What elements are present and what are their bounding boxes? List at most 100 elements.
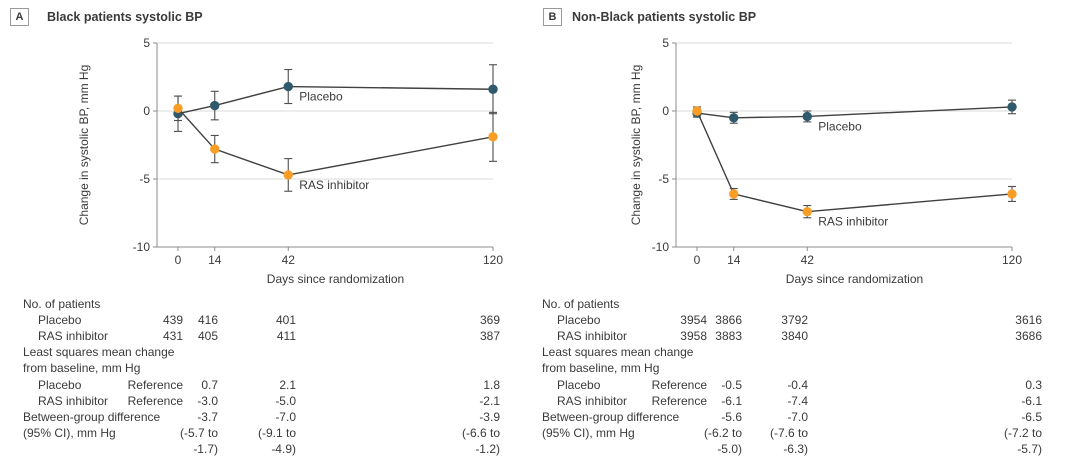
panel-b-title: Non-Black patients systolic BP <box>572 10 757 24</box>
y-tick-label: 5 <box>143 36 150 50</box>
table-row: Placebo 439 416 401 369 <box>0 312 540 328</box>
table-row: Between-group difference -3.7 -7.0 -3.9 <box>0 409 540 425</box>
table-cell: 3883 <box>715 329 742 344</box>
y-tick-label: 5 <box>662 36 669 50</box>
x-tick-label: 14 <box>727 253 741 267</box>
table-cell: -2.1 <box>479 393 500 408</box>
data-point-ras <box>729 189 739 199</box>
table-cell: -4.9) <box>271 441 296 456</box>
data-point-ras <box>488 132 498 142</box>
data-point-placebo <box>488 84 498 94</box>
table-cell: -6.1 <box>721 393 742 408</box>
table-cell: -5.0 <box>275 393 296 408</box>
line-chart: 5 0 -5 -10 0 14 42 120 Days since randomization C… <box>77 36 503 286</box>
table-row-label: RAS inhibitor <box>38 329 109 344</box>
table-cell: -7.0 <box>787 409 808 424</box>
table-cell: -5.0) <box>717 441 742 456</box>
table-cell: -3.7 <box>197 409 218 424</box>
data-point-placebo <box>802 111 812 122</box>
x-tick-label: 120 <box>1002 253 1022 267</box>
table-row-label: from baseline, mm Hg <box>23 361 141 376</box>
data-point-ras <box>283 170 293 180</box>
table-row: -5.0) -6.3) -5.7) <box>540 441 1080 457</box>
table-a: No. of patients Placebo 439 416 401 369 RAS in… <box>0 296 540 457</box>
table-cell: 439 <box>162 313 183 328</box>
table-row: -1.7) -4.9) -1.2) <box>0 441 540 457</box>
table-cell: (-9.1 to <box>257 425 296 440</box>
data-point-ras <box>692 106 702 116</box>
table-row: Between-group difference -5.6 -7.0 -6.5 <box>540 409 1080 425</box>
panel-a-title: Black patients systolic BP <box>47 10 203 24</box>
y-tick-label: -10 <box>652 240 670 254</box>
table-cell: Reference <box>127 377 183 392</box>
table-cell: (-7.2 to <box>1003 425 1042 440</box>
table-row-label: No. of patients <box>542 297 620 311</box>
series-line-placebo <box>177 85 494 115</box>
table-cell: (-7.6 to <box>769 425 808 440</box>
table-cell: Reference <box>127 393 183 408</box>
data-point-ras <box>802 206 812 217</box>
table-cell: 3840 <box>781 329 808 344</box>
x-axis-title: Days since randomization <box>267 272 404 286</box>
panel-a-header: A Black patients systolic BP <box>10 8 203 26</box>
table-row-label: RAS inhibitor <box>38 393 109 408</box>
table-cell: 405 <box>197 329 218 344</box>
x-tick-label: 14 <box>208 253 222 267</box>
table-row: Placebo Reference 0.7 2.1 1.8 <box>0 377 540 393</box>
table-row-label: Between-group difference <box>23 409 161 424</box>
table-cell: 0.3 <box>1025 377 1042 392</box>
table-cell: -0.5 <box>721 377 742 392</box>
panel-b-label: B <box>548 11 557 23</box>
chart-a: 5 0 -5 -10 0 14 42 120 Days since randomization C… <box>0 30 540 292</box>
y-tick-label: -5 <box>139 172 150 186</box>
table-cell: -5.6 <box>721 409 742 424</box>
series-label-ras: RAS inhibitor <box>818 215 888 229</box>
data-point-ras <box>210 144 220 154</box>
series-line-placebo <box>696 106 1013 119</box>
table-row: from baseline, mm Hg <box>0 360 540 376</box>
y-axis-title: Change in systolic BP, mm Hg <box>77 65 91 226</box>
table-row-label: Placebo <box>557 313 601 328</box>
table-cell: -3.9 <box>479 409 500 424</box>
table-b: No. of patients Placebo 3954 3866 3792 3616 RA… <box>540 296 1080 457</box>
table-row: (95% CI), mm Hg (-6.2 to (-7.6 to (-7.2 to <box>540 425 1080 441</box>
table-cell: 3954 <box>680 313 707 328</box>
table-row: RAS inhibitor 3958 3883 3840 3686 <box>540 328 1080 344</box>
table-cell: Reference <box>651 377 707 392</box>
table-cell: (-5.7 to <box>179 425 218 440</box>
table-cell: -6.3) <box>783 441 808 456</box>
series-line-ras <box>177 107 494 176</box>
panel-b: B Non-Black patients systolic BP 5 0 -5 -10… <box>540 0 1080 457</box>
panel-a: A Black patients systolic BP 5 0 -5 -10 0 14 4… <box>0 8 540 457</box>
x-tick-label: 0 <box>175 253 182 267</box>
table-cell: -6.5 <box>1021 409 1042 424</box>
table-cell: 2.1 <box>279 377 296 392</box>
table-cell: -1.2) <box>475 441 500 456</box>
table-row-label: (95% CI), mm Hg <box>23 425 116 440</box>
y-axis-title: Change in systolic BP, mm Hg <box>629 65 643 226</box>
table-cell: 387 <box>479 329 500 344</box>
table-row: Placebo 3954 3866 3792 3616 <box>540 312 1080 328</box>
table-row-label: from baseline, mm Hg <box>542 361 660 376</box>
table-cell: -6.1 <box>1021 393 1042 408</box>
table-row: Least squares mean change <box>0 344 540 360</box>
table-cell: 3686 <box>1015 329 1042 344</box>
panel-b-header: B Non-Black patients systolic BP <box>543 8 756 26</box>
x-tick-label: 42 <box>801 253 815 267</box>
line-chart: 5 0 -5 -10 0 14 42 120 Days since randomization C… <box>629 36 1022 286</box>
series-label-placebo: Placebo <box>818 119 862 133</box>
table-row: No. of patients <box>540 296 1080 312</box>
y-tick-label: 0 <box>662 104 669 118</box>
table-row-label: No. of patients <box>23 297 101 311</box>
table-row: RAS inhibitor Reference -3.0 -5.0 -2.1 <box>0 393 540 409</box>
panel-b-label-box: B <box>543 8 562 26</box>
data-point-placebo <box>210 100 220 111</box>
chart-b: 5 0 -5 -10 0 14 42 120 Days since randomization C… <box>540 30 1080 292</box>
table-row: Placebo Reference -0.5 -0.4 0.3 <box>540 377 1080 393</box>
data-point-ras <box>1007 189 1017 199</box>
panel-a-label: A <box>15 11 24 23</box>
table-row: from baseline, mm Hg <box>540 360 1080 376</box>
table-cell: 3958 <box>680 329 707 344</box>
table-cell: 401 <box>275 313 296 328</box>
